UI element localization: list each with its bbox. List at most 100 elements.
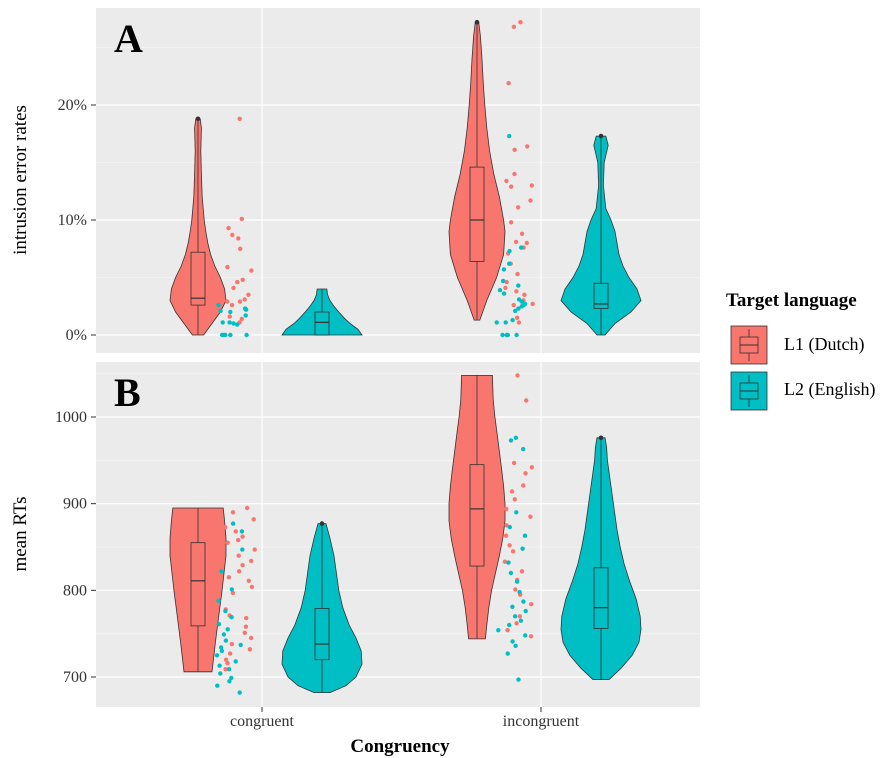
data-point-l2	[219, 648, 225, 654]
data-point-l2	[223, 608, 228, 614]
data-point-l2	[227, 320, 232, 325]
data-point-l1	[512, 147, 517, 152]
data-point-l2	[231, 321, 236, 326]
data-point-l1	[528, 198, 533, 203]
data-point-l1	[525, 144, 530, 149]
box-outlier	[598, 133, 604, 139]
panel-a-y-axis-title: intrusion error rates	[10, 105, 31, 255]
data-point-l1	[226, 575, 231, 580]
data-point-l1	[504, 178, 509, 184]
data-point-l2	[216, 621, 222, 627]
data-point-l2	[229, 615, 234, 620]
data-point-l1	[244, 505, 250, 511]
panel-b-marks	[169, 373, 642, 695]
data-point-l2	[237, 690, 242, 695]
data-point-l1	[239, 216, 244, 222]
data-point-l1	[528, 514, 533, 519]
data-point-l1	[513, 587, 518, 592]
data-point-l1	[225, 540, 230, 545]
data-point-l1	[505, 628, 510, 633]
data-point-l1	[522, 292, 527, 297]
data-point-l1	[252, 547, 257, 552]
data-point-l1	[240, 534, 245, 539]
data-point-l2	[507, 261, 512, 266]
data-point-l1	[529, 465, 535, 470]
data-point-l2	[516, 677, 521, 682]
y-tick-label: 800	[63, 582, 87, 599]
data-point-l1	[512, 171, 517, 177]
data-point-l1	[514, 289, 519, 294]
data-point-l1	[528, 634, 534, 639]
data-point-l2	[521, 446, 526, 452]
y-tick-label: 20%	[58, 97, 87, 114]
data-point-l2	[513, 308, 518, 314]
box-iqr	[190, 542, 206, 627]
data-point-l1	[506, 81, 511, 86]
data-point-l1	[521, 483, 526, 488]
data-point-l1	[524, 398, 529, 403]
y-tick-label: 700	[63, 669, 87, 686]
data-point-l2	[221, 632, 227, 637]
data-point-l2	[523, 608, 528, 614]
panel-b-y-axis-title: mean RTs	[10, 496, 31, 571]
data-point-l1	[243, 624, 249, 629]
x-axis-title: Congruency	[350, 736, 450, 757]
data-point-l1	[235, 279, 240, 285]
panel-b-label: B	[114, 370, 141, 415]
data-point-l2	[225, 627, 230, 632]
data-point-l1	[242, 297, 247, 302]
data-point-l2	[227, 679, 232, 684]
data-point-l1	[227, 314, 232, 319]
data-point-l2	[505, 651, 510, 656]
data-point-l2	[235, 322, 240, 327]
data-point-l1	[233, 529, 238, 534]
data-point-l1	[236, 537, 241, 543]
box-iqr	[593, 567, 609, 629]
data-point-l1	[516, 320, 522, 325]
data-point-l2	[500, 332, 505, 338]
data-point-l2	[501, 267, 507, 272]
data-point-l1	[246, 292, 251, 297]
data-point-l1	[230, 590, 236, 596]
legend: Target language L1 (Dutch) L2 (English)	[726, 290, 876, 411]
data-point-l1	[230, 232, 235, 238]
data-point-l1	[509, 489, 515, 494]
panel-a-label: A	[114, 16, 143, 61]
data-point-l2	[243, 313, 248, 318]
data-point-l2	[523, 633, 528, 638]
data-point-l1	[503, 533, 509, 538]
data-point-l1	[236, 569, 242, 574]
box-outlier	[598, 435, 604, 441]
data-point-l2	[216, 598, 221, 603]
data-point-l2	[239, 529, 245, 534]
data-point-l2	[233, 659, 238, 664]
panel-b-y-axis: 700 800 900 1000	[55, 409, 96, 686]
data-point-l1	[231, 285, 236, 291]
legend-label-l2: L2 (English)	[784, 379, 876, 400]
data-point-l1	[502, 559, 508, 564]
data-point-l2	[219, 569, 224, 574]
data-point-l2	[521, 599, 526, 604]
data-point-l1	[237, 299, 243, 304]
data-point-l1	[519, 569, 525, 574]
data-point-l2	[216, 302, 221, 308]
legend-key-l2	[730, 371, 768, 411]
data-point-l2	[503, 320, 508, 325]
data-point-l2	[518, 618, 524, 623]
data-point-l2	[505, 332, 510, 338]
data-point-l1	[238, 246, 243, 251]
legend-title: Target language	[726, 290, 857, 311]
y-tick-label: 1000	[55, 409, 87, 426]
data-point-l2	[507, 248, 512, 254]
data-point-l1	[227, 651, 233, 656]
panel-a: A 0% 10% 20% intrusion error rates	[10, 8, 700, 353]
data-point-l2	[228, 309, 233, 315]
data-point-l1	[225, 264, 230, 270]
data-point-l1	[517, 614, 522, 619]
data-point-l1	[240, 563, 245, 568]
data-point-l2	[510, 639, 515, 644]
data-point-l1	[509, 184, 514, 189]
data-point-l2	[514, 332, 519, 338]
data-point-l2	[494, 320, 499, 325]
